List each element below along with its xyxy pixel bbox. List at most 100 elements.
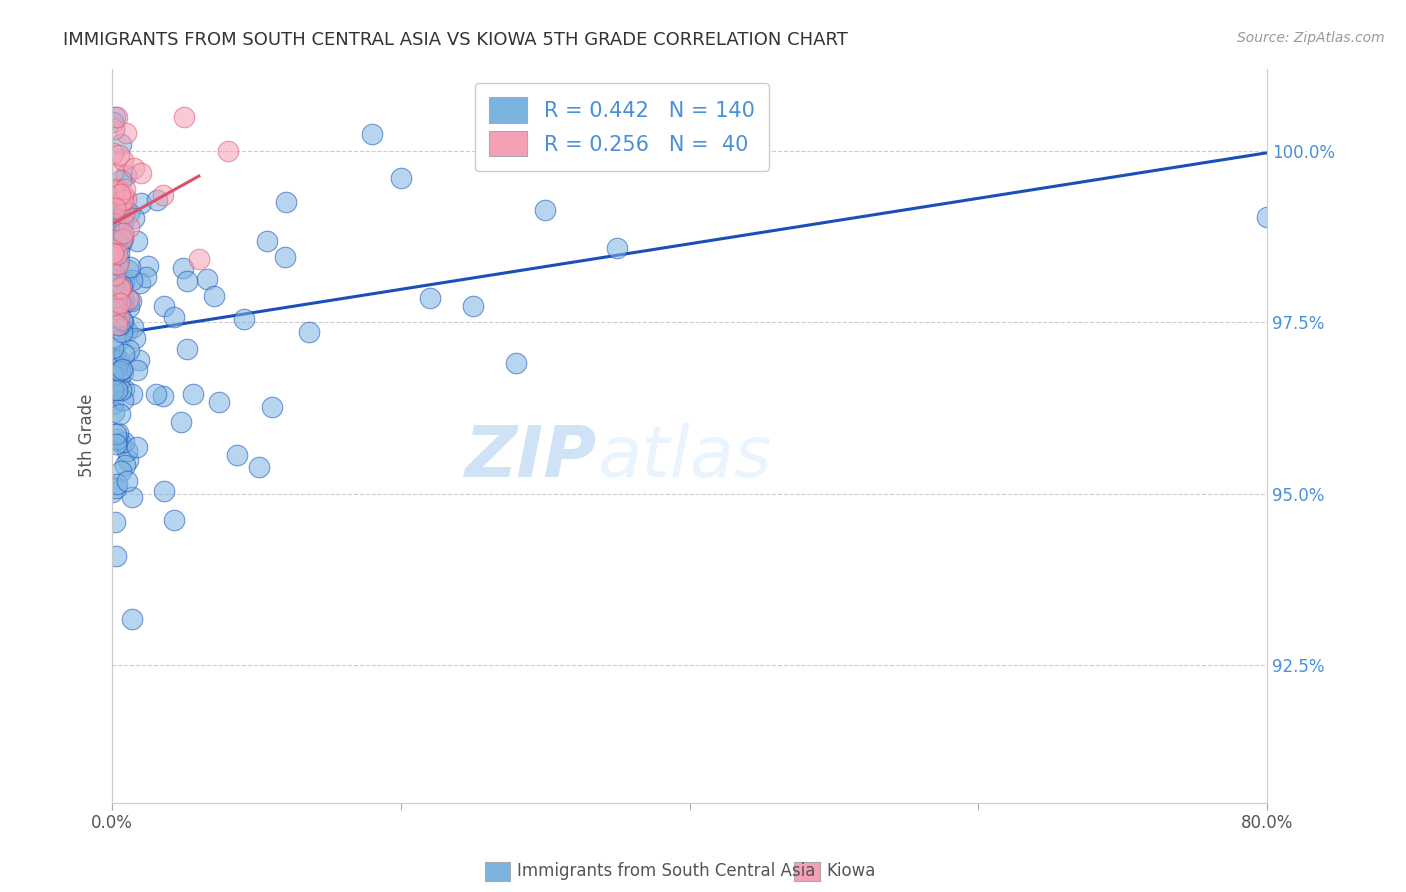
Point	[274, 195, 297, 210]
Point	[105, 360, 128, 375]
Point	[112, 153, 135, 167]
Point	[121, 320, 143, 334]
Point	[105, 384, 128, 398]
Point	[124, 211, 146, 225]
Point	[117, 263, 139, 277]
Point	[108, 148, 131, 162]
Point	[101, 341, 124, 355]
Point	[105, 288, 128, 302]
Point	[105, 426, 128, 441]
Point	[233, 311, 256, 326]
Point	[1256, 210, 1278, 224]
Point	[103, 182, 125, 196]
Point	[112, 275, 135, 289]
Point	[101, 313, 124, 327]
Point	[105, 350, 128, 364]
Point	[110, 136, 132, 151]
Point	[114, 458, 136, 472]
Point	[678, 110, 700, 124]
Point	[111, 230, 134, 244]
Point	[101, 246, 124, 260]
Point	[606, 242, 628, 256]
Point	[103, 201, 125, 215]
Point	[461, 299, 484, 313]
Point	[389, 171, 412, 186]
Point	[101, 368, 124, 382]
Point	[107, 183, 129, 197]
Point	[103, 378, 125, 392]
Point	[110, 198, 132, 212]
Point	[107, 426, 129, 441]
Point	[118, 293, 141, 308]
Point	[105, 305, 128, 319]
Point	[103, 405, 125, 419]
Point	[170, 415, 193, 429]
Point	[125, 362, 148, 376]
Point	[105, 437, 128, 451]
Point	[103, 200, 125, 214]
Point	[104, 195, 127, 210]
Point	[105, 281, 128, 295]
Point	[111, 325, 134, 339]
Point	[104, 211, 127, 226]
Point	[107, 252, 129, 267]
Point	[121, 387, 143, 401]
Point	[105, 481, 128, 495]
Point	[108, 281, 131, 295]
Point	[112, 291, 135, 305]
Point	[534, 203, 557, 218]
Point	[145, 386, 167, 401]
Text: Source: ZipAtlas.com: Source: ZipAtlas.com	[1237, 31, 1385, 45]
Point	[173, 110, 195, 124]
Point	[121, 612, 143, 626]
Point	[115, 127, 138, 141]
Point	[108, 374, 131, 388]
Point	[127, 440, 149, 454]
Point	[118, 260, 141, 275]
Point	[111, 279, 134, 293]
Point	[111, 362, 134, 376]
Point	[225, 448, 247, 462]
Point	[101, 351, 124, 366]
Point	[107, 257, 129, 271]
Point	[105, 432, 128, 446]
Point	[129, 195, 152, 210]
Point	[217, 144, 239, 158]
Point	[110, 281, 132, 295]
Point	[121, 273, 143, 287]
Point	[111, 315, 134, 329]
Point	[136, 259, 159, 273]
Point	[101, 277, 124, 292]
Point	[202, 289, 225, 303]
Point	[108, 245, 131, 260]
Point	[115, 444, 138, 458]
Point	[112, 435, 135, 450]
Text: Kiowa: Kiowa	[827, 863, 876, 880]
Point	[103, 313, 125, 327]
Point	[183, 387, 205, 401]
Point	[101, 246, 124, 260]
Point	[114, 206, 136, 220]
Point	[176, 274, 198, 288]
Point	[105, 284, 128, 298]
Point	[247, 460, 270, 475]
Point	[111, 365, 134, 379]
Point	[153, 483, 176, 498]
Point	[152, 389, 174, 403]
Point	[108, 353, 131, 368]
Point	[110, 187, 132, 202]
Point	[208, 395, 231, 409]
Point	[105, 549, 128, 563]
Point	[101, 397, 124, 411]
Point	[103, 243, 125, 257]
Point	[108, 333, 131, 347]
Text: Immigrants from South Central Asia: Immigrants from South Central Asia	[517, 863, 815, 880]
Point	[101, 484, 124, 499]
Point	[105, 294, 128, 309]
Y-axis label: 5th Grade: 5th Grade	[79, 394, 96, 477]
Point	[104, 213, 127, 227]
Point	[103, 268, 125, 282]
Point	[105, 477, 128, 491]
Point	[111, 313, 134, 327]
Point	[111, 233, 134, 247]
